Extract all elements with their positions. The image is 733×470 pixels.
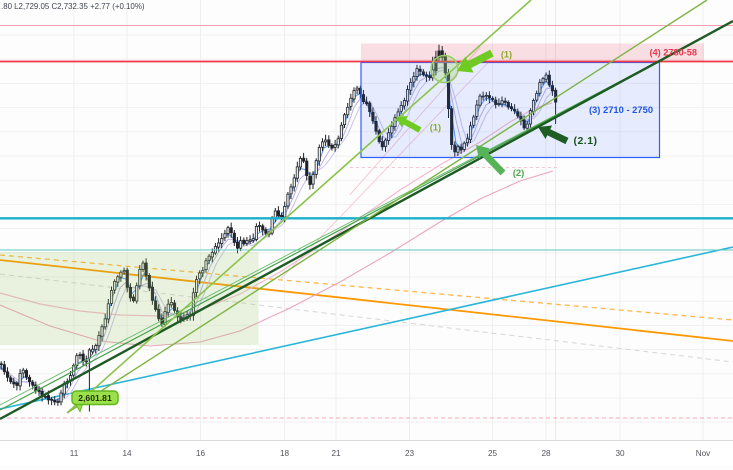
svg-text:14: 14 [122, 449, 132, 458]
svg-text:(4) 2780-58: (4) 2780-58 [650, 48, 698, 58]
svg-text:28: 28 [541, 449, 551, 458]
svg-text:(1): (1) [501, 50, 512, 60]
svg-text:2,601.81: 2,601.81 [78, 393, 112, 403]
svg-text:(3) 2710 - 2750: (3) 2710 - 2750 [589, 104, 653, 115]
svg-text:25: 25 [488, 449, 498, 458]
svg-text:23: 23 [405, 449, 415, 458]
svg-text:(1): (1) [430, 123, 441, 133]
svg-text:(2): (2) [513, 168, 525, 179]
svg-text:21: 21 [331, 449, 341, 458]
svg-text:Nov: Nov [696, 449, 711, 458]
svg-text:16: 16 [196, 449, 206, 458]
svg-text:.80 L2,729.05 C2,732.35 +2.77: .80 L2,729.05 C2,732.35 +2.77 (+0.10%) [1, 2, 145, 11]
svg-text:(2.1): (2.1) [573, 135, 597, 147]
svg-text:11: 11 [70, 449, 79, 458]
svg-text:30: 30 [615, 449, 625, 458]
svg-text:18: 18 [280, 449, 290, 458]
